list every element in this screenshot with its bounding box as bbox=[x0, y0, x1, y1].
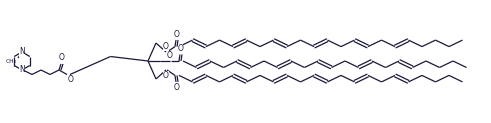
Text: O: O bbox=[163, 71, 169, 80]
Text: O: O bbox=[67, 75, 73, 84]
Text: N: N bbox=[19, 66, 25, 75]
Text: CH₃: CH₃ bbox=[6, 59, 17, 64]
Text: O: O bbox=[163, 42, 169, 51]
Text: O: O bbox=[59, 53, 65, 62]
Text: N: N bbox=[19, 47, 25, 56]
Text: O: O bbox=[173, 30, 179, 39]
Text: O: O bbox=[178, 44, 184, 53]
Text: O: O bbox=[167, 51, 173, 60]
Text: O: O bbox=[173, 83, 179, 92]
